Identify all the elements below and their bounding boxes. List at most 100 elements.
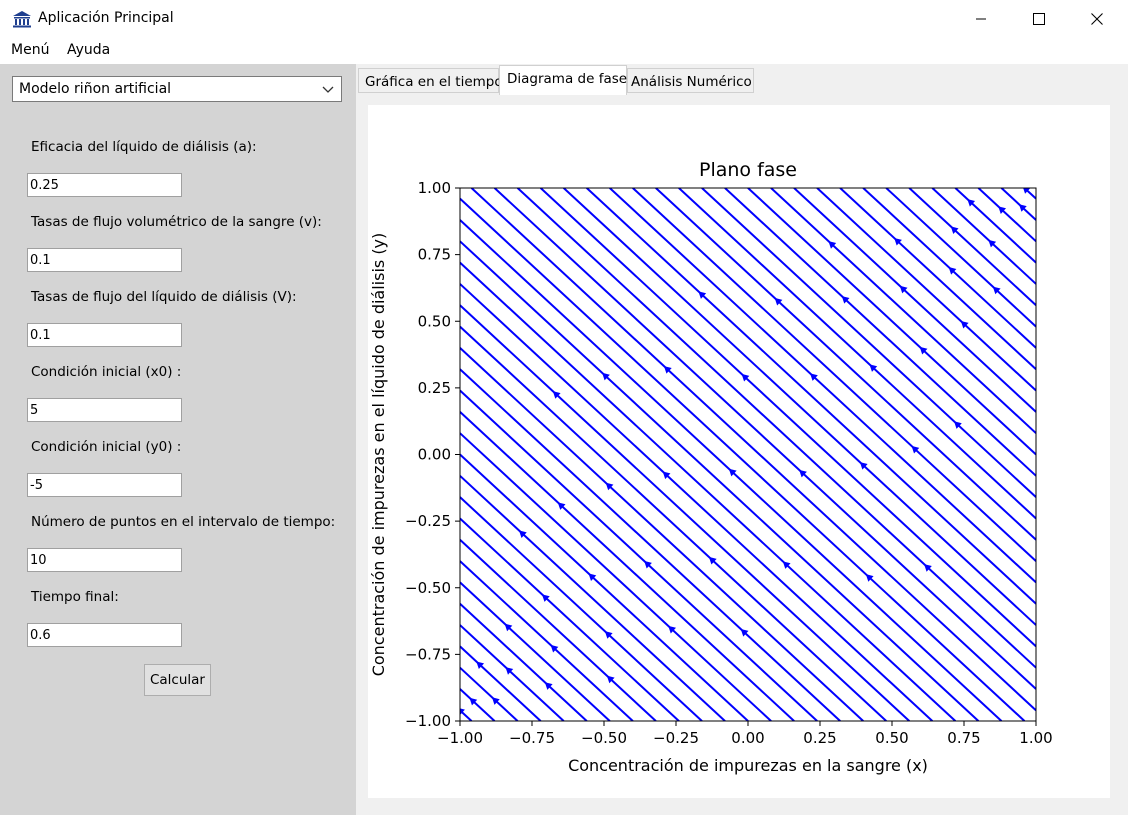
field-input-a[interactable]	[27, 173, 182, 197]
stream-line	[470, 188, 1036, 712]
stream-arrow	[828, 241, 837, 249]
stream-arrow	[708, 556, 717, 565]
stream-line	[460, 560, 634, 721]
x-tick-label: 0.00	[731, 729, 764, 747]
stream-arrow	[950, 226, 959, 234]
field-input-tfinal[interactable]	[27, 623, 182, 647]
field-label-v: Tasas de flujo volumétrico de la sangre …	[31, 214, 322, 230]
stream-arrow	[698, 291, 707, 299]
x-tick-label: 0.75	[947, 729, 980, 747]
calculate-button[interactable]: Calcular	[144, 664, 211, 696]
stream-line	[655, 188, 1036, 541]
stream-arrow	[602, 372, 610, 381]
field-input-points[interactable]	[27, 548, 182, 572]
field-label-points: Número de puntos en el intervalo de tiem…	[31, 514, 336, 530]
stream-line	[460, 283, 933, 721]
field-label-a: Eficacia del líquido de diálisis (a):	[31, 139, 257, 155]
stream-arrow	[869, 364, 878, 372]
phase-plot-chart: −1.00 −0.75 −0.50 −0.25 0.00 0.25 0.50 0.75 1.00…	[369, 159, 1053, 775]
stream-lines	[460, 188, 1036, 721]
window-title: Aplicación Principal	[38, 10, 174, 26]
stream-arrow	[740, 629, 749, 637]
minimize-button[interactable]	[952, 0, 1010, 38]
stream-line	[460, 517, 680, 721]
y-tick-label: −0.75	[405, 645, 451, 663]
stream-arrow	[1018, 204, 1027, 212]
stream-arrow	[557, 502, 566, 510]
stream-line	[460, 603, 588, 721]
stream-line	[460, 325, 887, 721]
x-tick-label: −1.00	[437, 729, 483, 747]
stream-line	[460, 624, 565, 721]
menu-item-ayuda[interactable]: Ayuda	[67, 42, 111, 58]
stream-line	[632, 188, 1036, 562]
field-label-x0: Condición inicial (x0) :	[31, 364, 182, 380]
x-axis-label: Concentración de impurezas en la sangre …	[568, 756, 928, 775]
model-select[interactable]: Modelo riñon artificial	[12, 76, 342, 102]
field-label-y0: Condición inicial (y0) :	[31, 439, 182, 455]
stream-arrow	[948, 267, 957, 275]
stream-arrow	[491, 697, 500, 705]
x-ticks: −1.00 −0.75 −0.50 −0.25 0.00 0.25 0.50 0.75 1.00	[437, 721, 1053, 747]
stream-line	[493, 188, 1036, 690]
field-label-V: Tasas de flujo del líquido de diálisis (…	[31, 289, 297, 305]
stream-line	[931, 188, 1036, 285]
bank-icon	[13, 11, 31, 28]
stream-line	[908, 188, 1036, 306]
phase-plot-panel: −1.00 −0.75 −0.50 −0.25 0.00 0.25 0.50 0.75 1.00…	[368, 105, 1110, 798]
field-input-y0[interactable]	[27, 473, 182, 497]
y-tick-label: 0.50	[418, 312, 451, 330]
stream-line	[460, 347, 864, 721]
stream-line	[839, 188, 1036, 370]
stream-line	[747, 188, 1036, 456]
stream-arrow	[469, 697, 478, 706]
stream-arrow	[518, 530, 527, 538]
x-tick-label: −0.50	[581, 729, 627, 747]
stream-arrow	[668, 625, 676, 634]
title-bar: Aplicación Principal	[0, 0, 1128, 38]
tab-diagrama-fase[interactable]: Diagrama de fase	[499, 65, 627, 95]
stream-arrow	[728, 468, 737, 477]
stream-arrow	[504, 623, 513, 632]
stream-arrow	[774, 297, 783, 306]
field-input-V[interactable]	[27, 323, 182, 347]
stream-arrow	[606, 675, 615, 684]
stream-line	[460, 666, 519, 721]
close-icon	[1091, 13, 1103, 25]
stream-line	[770, 188, 1036, 434]
stream-arrow	[924, 564, 932, 572]
stream-line	[460, 432, 772, 721]
field-input-x0[interactable]	[27, 398, 182, 422]
stream-arrow	[919, 346, 928, 355]
stream-arrow	[799, 469, 807, 478]
stream-arrow	[741, 373, 750, 382]
stream-arrow	[662, 471, 671, 480]
close-button[interactable]	[1068, 0, 1126, 38]
stream-arrow	[1023, 188, 1031, 194]
stream-line	[460, 453, 749, 721]
tab-analisis-numerico[interactable]: Análisis Numérico	[627, 68, 754, 93]
y-axis-label: Concentración de impurezas en el líquido…	[369, 233, 388, 677]
stream-line	[460, 240, 980, 721]
stream-arrow	[663, 366, 672, 374]
stream-line	[460, 304, 910, 721]
menu-item-menu[interactable]: Menú	[11, 42, 50, 58]
stream-arrow	[899, 285, 908, 294]
stream-line	[586, 188, 1036, 605]
stream-line	[460, 688, 496, 721]
model-select-value: Modelo riñon artificial	[19, 81, 172, 97]
stream-arrow	[894, 237, 902, 246]
maximize-button[interactable]	[1010, 0, 1068, 38]
stream-arrow	[810, 373, 818, 381]
y-tick-label: −0.25	[405, 512, 451, 530]
y-ticks: 1.00 0.75 0.50 0.25 0.00 −0.25 −0.50 −0.75 −1.00	[405, 179, 460, 730]
stream-line	[724, 188, 1036, 477]
y-tick-label: 0.00	[418, 446, 451, 464]
stream-arrow	[865, 574, 874, 582]
stream-line	[460, 368, 841, 721]
x-tick-label: 0.50	[875, 729, 908, 747]
tab-grafica-tiempo[interactable]: Gráfica en el tiempo	[358, 68, 503, 93]
stream-line	[460, 496, 703, 721]
field-input-v[interactable]	[27, 248, 182, 272]
stream-arrow	[460, 708, 465, 715]
